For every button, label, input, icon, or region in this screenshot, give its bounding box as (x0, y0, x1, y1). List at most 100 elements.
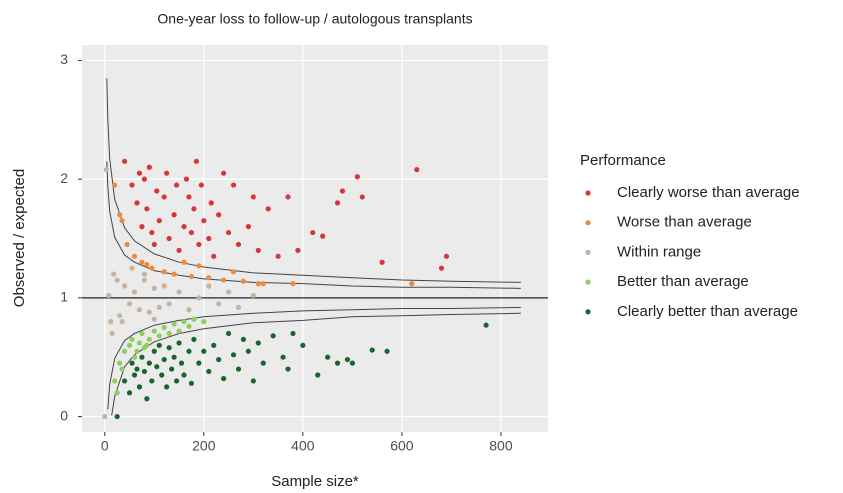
data-point (151, 285, 157, 291)
data-point (119, 318, 125, 325)
data-point (206, 283, 212, 289)
data-point (176, 289, 182, 295)
data-point (196, 241, 202, 248)
data-point (139, 259, 145, 265)
data-point (240, 278, 247, 284)
data-point (141, 271, 147, 277)
data-point (285, 194, 291, 200)
x-tick-label: 800 (489, 438, 513, 454)
data-point (181, 372, 187, 378)
data-point (216, 301, 222, 307)
data-point (235, 241, 242, 248)
data-point (166, 235, 172, 242)
data-point (196, 360, 202, 366)
data-point (112, 378, 118, 384)
data-point (230, 182, 237, 188)
data-point (201, 348, 207, 354)
data-point (121, 348, 128, 354)
data-point (112, 182, 118, 188)
x-tick-label: 200 (192, 438, 216, 454)
data-point (136, 384, 143, 390)
data-point (285, 366, 291, 372)
data-point (206, 235, 212, 242)
data-point (173, 378, 180, 384)
control-limit (106, 78, 521, 283)
y-tick-label: 1 (60, 289, 68, 305)
data-point (144, 206, 150, 212)
y-tick-label: 2 (60, 170, 68, 186)
data-point (196, 295, 202, 301)
data-point (108, 318, 114, 325)
data-point (173, 182, 180, 188)
data-point (325, 354, 331, 360)
data-point (161, 283, 167, 289)
data-point (121, 158, 128, 164)
data-point (171, 271, 177, 277)
data-point (198, 182, 204, 188)
data-point (129, 182, 135, 188)
data-point (320, 233, 326, 239)
data-point (169, 366, 175, 372)
data-point (191, 316, 197, 322)
legend-label: Clearly better than average (617, 303, 798, 320)
legend-label: Better than average (617, 273, 749, 290)
data-point (359, 194, 365, 200)
control-limit (111, 312, 521, 416)
data-point (483, 322, 489, 328)
data-point (206, 368, 212, 375)
data-point (141, 176, 147, 182)
plot-background (82, 45, 548, 432)
data-point (129, 360, 135, 366)
data-point (164, 170, 170, 176)
data-point (144, 262, 150, 268)
data-point (131, 354, 138, 360)
data-point (235, 304, 242, 310)
data-point (124, 241, 130, 248)
x-tick-label: 0 (101, 438, 109, 454)
data-point (221, 170, 227, 176)
data-point (191, 206, 197, 212)
data-point (409, 281, 415, 287)
data-point (166, 330, 172, 337)
data-point (260, 360, 266, 366)
data-point (117, 212, 123, 218)
data-point (225, 330, 232, 337)
data-point (221, 277, 227, 283)
y-tick-label: 0 (60, 407, 68, 423)
data-point (443, 253, 450, 259)
data-point (240, 336, 247, 343)
data-point (193, 158, 199, 164)
data-point (235, 366, 242, 372)
data-point (156, 218, 162, 224)
data-point (144, 342, 150, 348)
data-point (141, 277, 147, 283)
data-point (255, 247, 261, 253)
data-point (181, 318, 187, 325)
data-point (129, 336, 135, 343)
legend-swatch (585, 190, 591, 196)
data-point (151, 348, 157, 354)
legend-swatch (585, 249, 591, 255)
data-point (164, 384, 170, 390)
data-point (176, 328, 182, 334)
data-point (139, 224, 145, 230)
x-axis-label: Sample size* (271, 473, 359, 490)
data-point (139, 330, 145, 337)
data-point (103, 167, 109, 173)
chart-title: One-year loss to follow-up / autologous … (157, 11, 472, 27)
data-point (230, 269, 237, 275)
data-point (156, 304, 162, 310)
data-point (126, 342, 133, 348)
legend-swatch (585, 220, 591, 226)
data-point (211, 342, 217, 348)
data-point (250, 378, 256, 384)
data-point (144, 396, 150, 402)
data-point (146, 360, 152, 366)
data-point (230, 352, 237, 358)
legend-label: Within range (617, 243, 701, 260)
data-point (255, 340, 261, 346)
data-point (379, 259, 385, 265)
data-point (111, 271, 117, 277)
data-point (151, 316, 157, 322)
